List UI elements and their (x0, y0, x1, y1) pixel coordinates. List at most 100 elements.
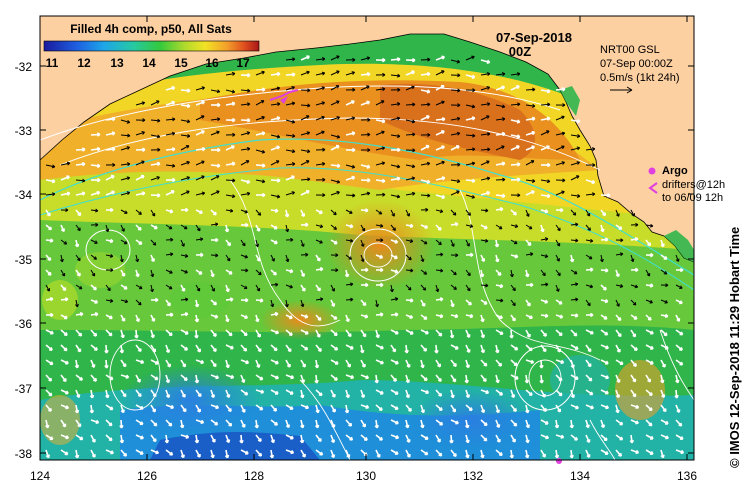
x-tick-label: 132 (463, 469, 483, 483)
current-vector-head (257, 212, 262, 216)
current-vector-arrow (180, 298, 189, 301)
current-vector-head (365, 282, 369, 288)
current-vector-head (301, 287, 306, 292)
current-vector-head (184, 207, 189, 213)
current-vector-head (214, 421, 219, 426)
current-vector-arrow (285, 86, 295, 91)
current-vector-head (165, 349, 171, 354)
current-vector-head (587, 227, 591, 231)
current-vector-head (615, 394, 621, 399)
current-vector-head (648, 422, 653, 427)
current-vector-arrow (315, 298, 323, 301)
current-vector-head (333, 332, 338, 337)
current-vector-head (336, 70, 340, 74)
current-vector-arrow (465, 104, 475, 108)
colorbar-tick: 11 (46, 56, 59, 70)
current-vector-head (171, 117, 176, 122)
current-vector-head (331, 303, 336, 307)
current-vector-head (210, 394, 216, 399)
current-vector-head (247, 73, 251, 78)
current-vector-head (665, 345, 669, 350)
current-vector-arrow (255, 179, 265, 183)
current-vector-head (600, 228, 605, 233)
current-vector-arrow (585, 239, 593, 242)
current-vector-head (546, 162, 551, 168)
current-vector-arrow (555, 239, 561, 247)
current-vector-arrow (375, 224, 383, 227)
current-vector-head (74, 364, 80, 369)
current-vector-head (471, 147, 476, 152)
current-vector-head (48, 347, 53, 351)
current-vector-head (246, 147, 251, 151)
current-vector-head (315, 424, 320, 429)
current-vector-head (291, 101, 296, 106)
current-vector-head (259, 406, 264, 411)
current-vector-arrow (285, 284, 293, 288)
current-vector-head (273, 225, 278, 230)
current-vector-head (394, 451, 399, 455)
current-vector-head (381, 130, 385, 135)
current-vector-head (291, 72, 296, 77)
current-vector-arrow (255, 284, 260, 292)
current-vector-arrow (495, 104, 505, 108)
argo-label: Argo (662, 165, 688, 177)
current-vector-head (239, 439, 244, 444)
current-vector-head (81, 178, 86, 183)
current-vector-arrow (195, 87, 205, 91)
current-vector-arrow (90, 254, 97, 260)
current-vector-head (321, 130, 325, 135)
current-vector-arrow (345, 71, 355, 76)
current-vector-arrow (540, 238, 548, 241)
current-vector-head (50, 330, 54, 335)
current-vector-head (123, 240, 128, 245)
current-vector-head (285, 258, 290, 263)
current-vector-head (126, 119, 131, 124)
current-vector-head (243, 332, 248, 337)
current-vector-arrow (375, 147, 385, 151)
current-vector-head (499, 283, 504, 289)
current-vector-head (381, 146, 386, 151)
current-vector-head (153, 422, 158, 427)
current-vector-head (150, 258, 155, 263)
current-vector-head (574, 436, 578, 441)
current-vector-arrow (525, 253, 533, 256)
current-vector-arrow (270, 103, 280, 106)
current-vector-arrow (495, 179, 506, 181)
current-vector-head (286, 363, 291, 368)
current-vector-head (381, 161, 386, 166)
current-vector-head (360, 258, 365, 262)
current-vector-arrow (195, 115, 205, 121)
current-vector-arrow (555, 132, 565, 136)
current-vector-head (453, 286, 457, 290)
current-vector-head (455, 345, 459, 350)
current-vector-head (631, 213, 635, 217)
current-vector-head (511, 317, 516, 322)
current-vector-head (365, 404, 370, 409)
current-vector-head (215, 404, 220, 410)
current-vector-head (243, 347, 248, 352)
current-vector-head (561, 190, 565, 195)
current-vector-head (576, 161, 580, 165)
current-vector-head (63, 332, 68, 337)
current-vector-head (499, 315, 503, 320)
current-vector-head (406, 454, 411, 458)
current-vector-head (465, 364, 470, 369)
current-vector-head (557, 408, 562, 413)
current-vector-arrow (330, 70, 340, 76)
current-vector-head (379, 254, 384, 259)
current-vector-head (139, 285, 143, 290)
current-vector-arrow (300, 115, 310, 121)
current-vector-head (259, 298, 264, 303)
current-vector-head (648, 392, 653, 396)
current-vector-head (335, 144, 340, 149)
current-vector-head (169, 209, 174, 214)
current-vector-head (618, 452, 622, 457)
current-vector-head (423, 271, 428, 275)
current-vector-head (526, 302, 531, 307)
current-vector-arrow (150, 119, 161, 122)
current-vector-head (142, 147, 146, 152)
current-vector-head (66, 175, 70, 180)
current-vector-head (592, 163, 596, 168)
current-vector-head (663, 270, 668, 275)
current-vector-head (434, 349, 439, 354)
